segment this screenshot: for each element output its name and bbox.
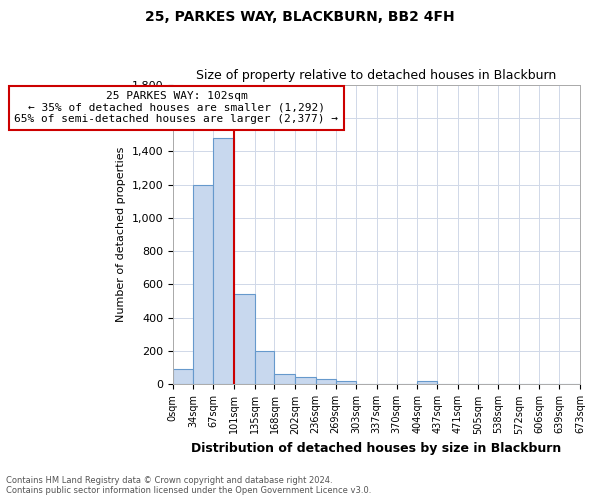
Bar <box>316 380 335 384</box>
Text: 25, PARKES WAY, BLACKBURN, BB2 4FH: 25, PARKES WAY, BLACKBURN, BB2 4FH <box>145 10 455 24</box>
Bar <box>193 184 214 384</box>
Bar <box>214 138 234 384</box>
Bar <box>254 351 274 384</box>
Title: Size of property relative to detached houses in Blackburn: Size of property relative to detached ho… <box>196 69 557 82</box>
X-axis label: Distribution of detached houses by size in Blackburn: Distribution of detached houses by size … <box>191 442 562 455</box>
Bar <box>234 294 254 384</box>
Bar <box>274 374 295 384</box>
Bar <box>173 370 193 384</box>
Bar <box>335 381 356 384</box>
Bar <box>295 377 316 384</box>
Y-axis label: Number of detached properties: Number of detached properties <box>116 147 126 322</box>
Text: 25 PARKES WAY: 102sqm
← 35% of detached houses are smaller (1,292)
65% of semi-d: 25 PARKES WAY: 102sqm ← 35% of detached … <box>14 91 338 124</box>
Bar <box>417 381 437 384</box>
Text: Contains HM Land Registry data © Crown copyright and database right 2024.
Contai: Contains HM Land Registry data © Crown c… <box>6 476 371 495</box>
